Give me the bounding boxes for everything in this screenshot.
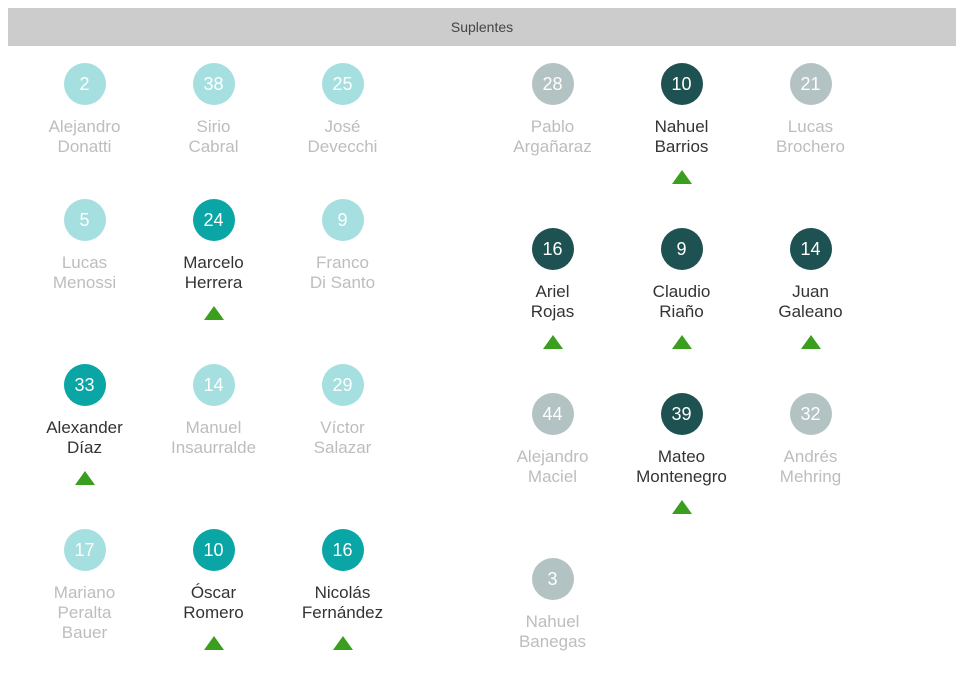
player-item[interactable]: 28 Pablo Argañaraz xyxy=(488,46,617,182)
substitution-in-arrow-icon xyxy=(203,306,224,320)
player-number-badge: 38 xyxy=(192,63,235,105)
player-name: Alexander Díaz xyxy=(46,418,123,457)
player-name: Alejandro Maciel xyxy=(516,447,589,486)
player-item[interactable]: 39 Mateo Montenegro xyxy=(617,376,746,541)
player-name: Sirio Cabral xyxy=(188,117,239,156)
player-name: Claudio Riaño xyxy=(652,282,711,321)
player-item[interactable]: 38 Sirio Cabral xyxy=(149,46,278,182)
substitution-in-arrow-icon xyxy=(542,335,563,349)
player-item[interactable]: 33 Alexander Díaz xyxy=(20,347,149,512)
player-name: Franco Di Santo xyxy=(309,253,376,292)
substitutes-header: Suplentes xyxy=(8,8,956,46)
player-number-badge: 9 xyxy=(321,199,364,241)
player-number-badge: 44 xyxy=(531,393,574,435)
substitution-in-arrow-icon xyxy=(671,500,692,514)
player-name: Juan Galeano xyxy=(778,282,843,321)
player-name: Nicolás Fernández xyxy=(301,583,384,622)
player-number-badge: 16 xyxy=(321,529,364,571)
player-item[interactable]: 32 Andrés Mehring xyxy=(746,376,875,512)
player-number-badge: 14 xyxy=(192,364,235,406)
player-item[interactable]: 25 José Devecchi xyxy=(278,46,407,182)
player-name: Alejandro Donatti xyxy=(48,117,121,156)
substitution-in-arrow-icon xyxy=(74,471,95,485)
player-item[interactable]: 2 Alejandro Donatti xyxy=(20,46,149,182)
substitutes-right-panel: 28 Pablo Argañaraz 10 Nahuel Barrios 21 Lucas… xyxy=(488,46,875,677)
player-name: Mariano Peralta Bauer xyxy=(53,583,116,642)
player-item[interactable]: 9 Claudio Riaño xyxy=(617,211,746,376)
player-name: Manuel Insaurralde xyxy=(170,418,257,457)
player-name: Nahuel Banegas xyxy=(518,612,587,651)
player-item[interactable]: 14 Juan Galeano xyxy=(746,211,875,376)
substitutes-left-panel: 2 Alejandro Donatti 38 Sirio Cabral 25 José D… xyxy=(20,46,407,677)
player-item[interactable]: 17 Mariano Peralta Bauer xyxy=(20,512,149,668)
player-number-badge: 28 xyxy=(531,63,574,105)
player-item[interactable]: 29 Víctor Salazar xyxy=(278,347,407,483)
player-name: Ariel Rojas xyxy=(530,282,575,321)
player-name: Pablo Argañaraz xyxy=(513,117,592,156)
player-number-badge: 2 xyxy=(63,63,106,105)
player-item[interactable]: 9 Franco Di Santo xyxy=(278,182,407,318)
player-number-badge: 16 xyxy=(531,228,574,270)
player-name: Lucas Brochero xyxy=(776,117,845,156)
substitution-in-arrow-icon xyxy=(800,335,821,349)
player-item[interactable]: 3 Nahuel Banegas xyxy=(488,541,617,677)
player-name: Andrés Mehring xyxy=(779,447,842,486)
substitution-in-arrow-icon xyxy=(203,636,224,650)
player-item[interactable]: 10 Nahuel Barrios xyxy=(617,46,746,211)
substitution-in-arrow-icon xyxy=(671,335,692,349)
player-name: Nahuel Barrios xyxy=(654,117,709,156)
player-item[interactable]: 14 Manuel Insaurralde xyxy=(149,347,278,483)
player-item[interactable]: 24 Marcelo Herrera xyxy=(149,182,278,347)
player-item[interactable]: 16 Nicolás Fernández xyxy=(278,512,407,677)
player-number-badge: 29 xyxy=(321,364,364,406)
player-name: Mateo Montenegro xyxy=(636,447,727,486)
substitution-in-arrow-icon xyxy=(671,170,692,184)
player-number-badge: 10 xyxy=(192,529,235,571)
substitution-in-arrow-icon xyxy=(332,636,353,650)
player-number-badge: 17 xyxy=(63,529,106,571)
player-name: Lucas Menossi xyxy=(52,253,117,292)
player-item[interactable]: 10 Óscar Romero xyxy=(149,512,278,677)
player-item[interactable]: 21 Lucas Brochero xyxy=(746,46,875,182)
player-number-badge: 10 xyxy=(660,63,703,105)
player-number-badge: 39 xyxy=(660,393,703,435)
player-item[interactable]: 16 Ariel Rojas xyxy=(488,211,617,376)
player-number-badge: 24 xyxy=(192,199,235,241)
player-name: José Devecchi xyxy=(307,117,378,156)
player-item[interactable]: 44 Alejandro Maciel xyxy=(488,376,617,512)
player-name: Marcelo Herrera xyxy=(183,253,244,292)
player-number-badge: 9 xyxy=(660,228,703,270)
player-name: Óscar Romero xyxy=(183,583,244,622)
player-number-badge: 14 xyxy=(789,228,832,270)
player-number-badge: 21 xyxy=(789,63,832,105)
player-number-badge: 33 xyxy=(63,364,106,406)
player-name: Víctor Salazar xyxy=(313,418,372,457)
player-number-badge: 32 xyxy=(789,393,832,435)
player-number-badge: 5 xyxy=(63,199,106,241)
player-number-badge: 3 xyxy=(531,558,574,600)
player-number-badge: 25 xyxy=(321,63,364,105)
player-item[interactable]: 5 Lucas Menossi xyxy=(20,182,149,318)
